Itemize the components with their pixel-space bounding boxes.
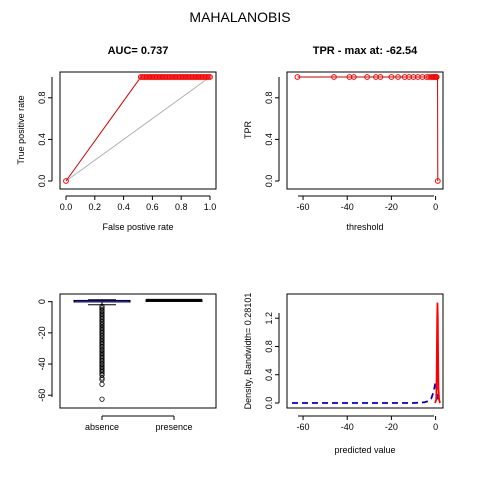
page-title: MAHALANOBIS [189,9,290,25]
roc-x-tick-label: 0.4 [117,202,130,212]
density-x-tick-label: 0 [433,422,438,432]
density-panel: -60 -40 -20 0 0.00.40.81.2 predicted value … [243,293,444,455]
roc-x-tick-label: 0.2 [89,202,102,212]
density-y-tick-label: 0.0 [264,397,274,410]
boxplot-plot-area [73,298,203,402]
roc-x-tick-label: 0.0 [60,202,73,212]
boxplot-y-tick-label: -60 [37,389,47,402]
density-x-ticks: -60 -40 -20 0 [297,416,438,432]
tpr-x-tick-label: -40 [341,202,354,212]
boxplot-absence-outlier-point [99,381,105,387]
density-absence-curve [292,381,439,404]
tpr-point [350,74,357,80]
density-xlabel: predicted value [334,445,395,455]
tpr-plot-area [294,74,441,184]
roc-point [63,178,69,184]
tpr-point [364,74,371,80]
boxplot-y-tick-label: -40 [37,358,47,371]
boxplot-y-tick-label: -20 [37,326,47,339]
tpr-point [294,74,301,80]
density-y-ticks: 0.0 0.4 0.8 1.2 [264,312,279,409]
boxplot-absence-outlier-point [99,303,105,309]
density-x-tick-label: -60 [297,422,310,432]
roc-title: AUC= 0.737 [108,45,169,57]
tpr-point [395,74,401,80]
tpr-x-tick-label: 0 [433,202,438,212]
boxplot-y-tick-label: 0 [37,299,47,304]
tpr-y-tick-label: 0.8 [264,92,274,105]
density-x-tick-label: -20 [385,422,398,432]
boxplot-y-ticks: 0 -20 -40 -60 [37,299,52,402]
tpr-x-tick-label: -20 [385,202,398,212]
tpr-ylabel: TPR [243,120,253,139]
roc-x-tick-label: 0.6 [146,202,159,212]
roc-y-tick-label: 0.4 [37,133,47,146]
tpr-x-tick-label: -60 [297,202,310,212]
boxplot-plot-frame [59,293,217,409]
roc-chance-line [65,76,211,182]
roc-x-tick-label: 1.0 [204,202,217,212]
density-plot-frame [286,293,444,409]
tpr-point [388,74,395,80]
roc-plot-area [63,74,213,184]
roc-x-ticks: 0.0 0.2 0.4 0.6 0.8 1.0 [60,196,217,212]
roc-plot-frame [59,71,217,190]
density-plot-area [292,302,441,404]
tpr-panel: TPR - max at: -62.54 -60 -40 -20 0 0.00.40.… [243,45,444,232]
roc-xlabel: False postive rate [102,222,173,232]
tpr-xlabel: threshold [346,222,383,232]
tpr-y-tick-label: 0.4 [264,133,274,146]
boxplot-absence-outlier-point [99,305,105,311]
density-presence-curve [434,302,441,404]
tpr-plot-frame [286,71,444,190]
tpr-point [433,74,440,80]
tpr-point [377,74,384,80]
tpr-title: TPR - max at: -62.54 [313,45,418,57]
tpr-y-ticks: 0.0 0.4 0.8 [264,92,279,188]
roc-point [207,74,213,80]
tpr-point [331,74,337,80]
roc-y-tick-label: 0.8 [37,92,47,105]
roc-panel: AUC= 0.737 0.0 0.2 0.4 0.6 0.8 1.0 0.00.40.8 … [16,45,217,232]
density-y-tick-label: 0.4 [264,368,274,381]
boxplot-category-label: presence [155,422,192,432]
density-y-tick-label: 1.2 [264,312,274,325]
roc-y-ticks: 0.0 0.4 0.8 [37,92,52,188]
tpr-x-ticks: -60 -40 -20 0 [297,196,438,212]
density-ylabel: Density, Bandwidth= 0.28101 [243,293,253,410]
density-y-tick-label: 0.8 [264,340,274,353]
boxplot-panel: 0 -20 -40 -60 absence presence [37,293,217,432]
boxplot-absence-outlier-point [99,396,105,402]
tpr-y-tick-label: 0.0 [264,175,274,188]
roc-x-tick-label: 0.8 [175,202,188,212]
tpr-curve-line [297,76,439,182]
boxplot-absence-box-band [75,300,129,303]
density-x-tick-label: -40 [341,422,354,432]
boxplot-x-ticks: absence presence [85,416,193,432]
boxplot-absence-outlier-point [99,306,105,313]
tpr-point [434,178,441,184]
boxplot-category-label: absence [85,422,119,432]
roc-ylabel: True positive rate [16,95,26,164]
roc-y-tick-label: 0.0 [37,175,47,188]
